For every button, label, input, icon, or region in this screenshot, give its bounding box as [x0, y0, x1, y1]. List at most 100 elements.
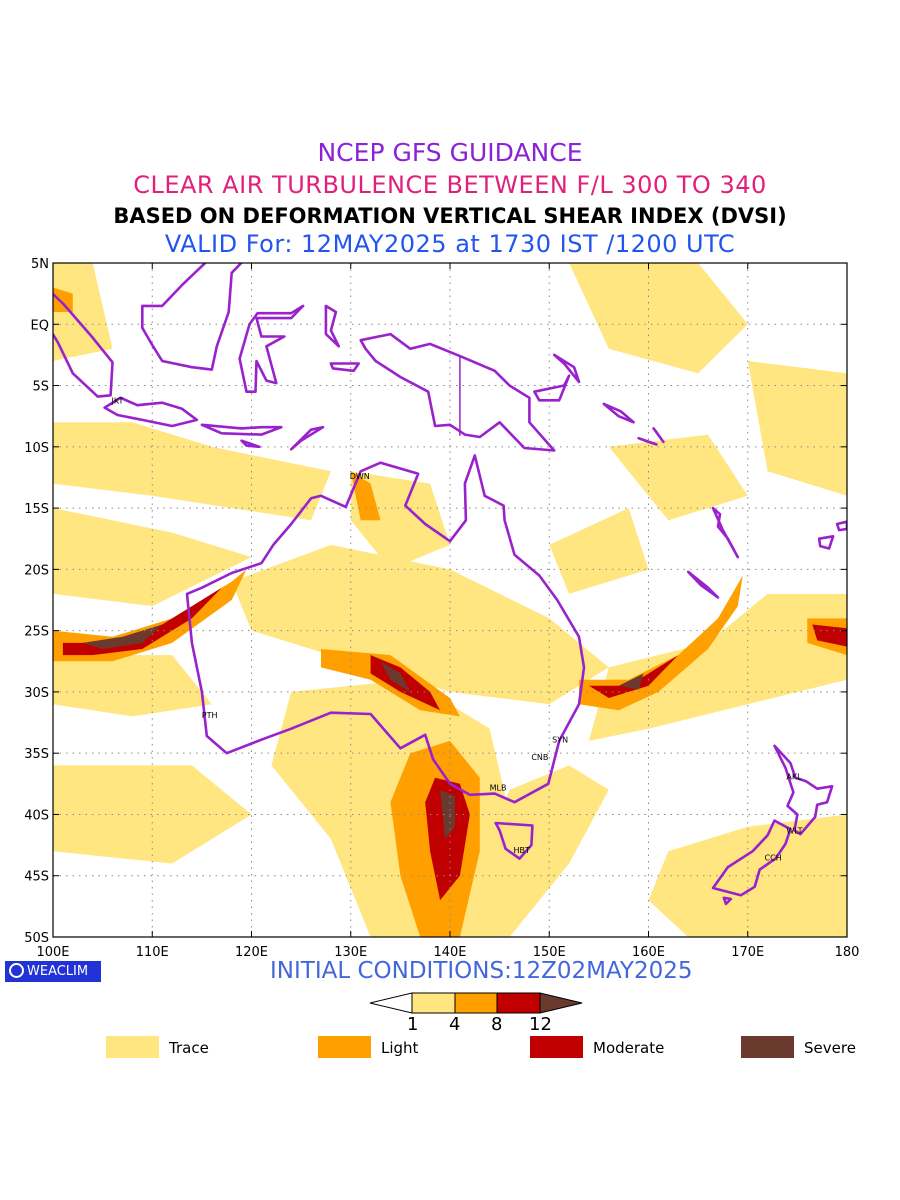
city-label: WLT	[786, 826, 802, 835]
lat-label: 25S	[24, 625, 49, 640]
coastline	[817, 535, 835, 550]
light-area	[350, 471, 381, 521]
legend-severe-label: Severe	[804, 1039, 856, 1057]
scale-label-8: 8	[491, 1014, 503, 1035]
trace-area	[747, 361, 847, 496]
city-label: MLB	[490, 783, 507, 792]
legend-moderate-label: Moderate	[593, 1039, 665, 1057]
lon-label: 120E	[235, 945, 268, 960]
scale-trace-box	[411, 992, 456, 1014]
moderate-area	[812, 624, 847, 647]
trace-area	[53, 422, 331, 521]
trace-area	[608, 434, 748, 521]
city-label: HBT	[513, 846, 530, 855]
lon-label: 170E	[731, 945, 764, 960]
coastline	[141, 263, 243, 371]
city-label: SYN	[552, 736, 568, 745]
scale-label-4: 4	[449, 1014, 461, 1035]
title-model: NCEP GFS GUIDANCE	[317, 138, 583, 167]
lat-label: 40S	[24, 808, 49, 823]
trace-area	[53, 508, 252, 607]
lon-label: 110E	[136, 945, 169, 960]
coastline	[103, 396, 199, 428]
legend-severe-swatch	[741, 1036, 794, 1058]
color-scale-bar	[369, 992, 583, 1014]
city-markers: JKT DWN PTH SYN CNB MLB HBT AKL WLT CCH	[110, 396, 802, 862]
lat-label: 20S	[24, 563, 49, 578]
scale-severe-triangle	[539, 992, 583, 1014]
severe-area	[618, 673, 644, 690]
coastline	[722, 896, 733, 906]
severe-area	[440, 789, 455, 839]
lat-label: 30S	[24, 686, 49, 701]
coastline	[185, 454, 586, 804]
title-valid-time: VALID For: 12MAY2025 at 1730 IST /1200 U…	[164, 230, 736, 258]
coastline	[637, 436, 658, 446]
city-label: PTH	[202, 711, 218, 720]
lat-lon-grid	[53, 263, 847, 937]
lat-label: 15S	[24, 502, 49, 517]
trace-area	[549, 508, 649, 594]
lat-label: 10S	[24, 441, 49, 456]
title-method: BASED ON DEFORMATION VERTICAL SHEAR INDE…	[113, 204, 787, 228]
logo-text: WEACLIM	[27, 964, 89, 979]
turbulence-shading	[53, 263, 847, 937]
moderate-area	[589, 655, 679, 698]
coastline	[552, 353, 581, 384]
lat-label: 5S	[32, 380, 49, 395]
lon-label: 160E	[632, 945, 665, 960]
coastline	[238, 304, 305, 393]
coastline	[602, 402, 635, 424]
city-label: JKT	[110, 396, 123, 405]
lat-label: 45S	[24, 870, 49, 885]
trace-area	[53, 765, 252, 864]
light-area	[53, 287, 73, 312]
lon-label: 150E	[533, 945, 566, 960]
lon-label: 180	[835, 945, 860, 960]
coastline	[359, 332, 556, 452]
initial-conditions: INITIAL CONDITIONS:12Z02MAY2025	[270, 958, 693, 984]
coastline	[53, 292, 114, 398]
trace-area	[231, 544, 609, 705]
moderate-area	[425, 777, 470, 901]
scale-label-1: 1	[407, 1014, 419, 1035]
trace-area	[589, 593, 847, 741]
lat-label: 35S	[24, 747, 49, 762]
city-label: AKL	[786, 772, 802, 781]
lat-label: EQ	[31, 318, 49, 333]
logo-ring-icon	[9, 963, 24, 978]
lat-label: 5N	[31, 257, 49, 272]
coastline	[240, 439, 261, 449]
coastline	[773, 744, 834, 836]
legend-light-label: Light	[381, 1039, 419, 1057]
coastline	[711, 819, 792, 897]
coastline	[289, 425, 325, 451]
city-label: DWN	[350, 472, 370, 481]
scale-label-12: 12	[529, 1014, 552, 1035]
legend-trace-label: Trace	[169, 1039, 209, 1057]
turbulence-map[interactable]: JKT DWN PTH SYN CNB MLB HBT AKL WLT CCH 5N EQ 5S 10S…	[0, 250, 900, 960]
city-label: CNB	[531, 753, 548, 762]
light-area	[53, 569, 247, 662]
severe-area	[82, 624, 163, 649]
light-area	[579, 575, 743, 711]
coastline	[200, 423, 283, 436]
legend-trace-swatch	[106, 1036, 159, 1058]
legend-moderate-swatch	[530, 1036, 583, 1058]
coastline	[329, 362, 360, 373]
title-product: CLEAR AIR TURBULENCE BETWEEN F/L 300 TO …	[133, 171, 767, 199]
trace-area	[648, 814, 847, 937]
coastlines	[53, 263, 847, 906]
coastline	[533, 374, 571, 402]
trace-area	[53, 263, 113, 361]
scale-light-box	[454, 992, 498, 1014]
city-label: CCH	[765, 853, 782, 862]
coastline	[324, 304, 341, 348]
weaclim-logo: WEACLIM	[5, 961, 101, 982]
scale-below-triangle	[369, 992, 413, 1014]
trace-area	[350, 471, 450, 570]
coastline	[652, 427, 665, 444]
trace-area	[53, 655, 212, 717]
lat-label: 50S	[24, 931, 49, 946]
